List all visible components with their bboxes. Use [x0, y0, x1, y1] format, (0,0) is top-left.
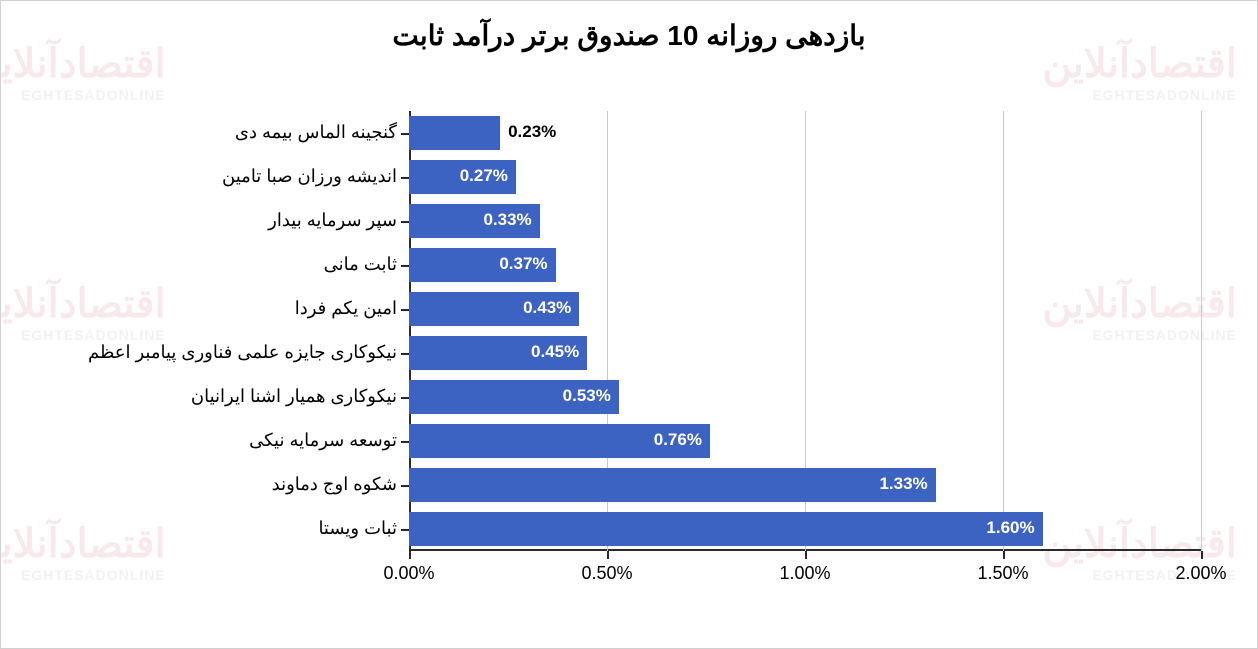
x-tick-label: 1.00%: [779, 563, 830, 584]
value-label: 0.43%: [523, 298, 571, 318]
bar-row: 0.33%: [409, 199, 1201, 243]
y-tick-mark: [401, 133, 409, 135]
x-tick-mark: [1003, 551, 1005, 559]
x-tick-mark: [1201, 551, 1203, 559]
value-label: 1.60%: [986, 518, 1034, 538]
y-tick-mark: [401, 221, 409, 223]
value-label: 0.37%: [499, 254, 547, 274]
gridline: [1201, 111, 1202, 551]
bar-row: 1.33%: [409, 463, 1201, 507]
bar-row: 0.37%: [409, 243, 1201, 287]
y-tick-mark: [401, 397, 409, 399]
watermark-en: EGHTESADONLINE: [1042, 87, 1237, 103]
x-tick-mark: [409, 551, 411, 559]
category-label: توسعه سرمایه نیکی: [9, 430, 397, 451]
category-label: گنجینه الماس بیمه دی: [9, 122, 397, 143]
value-label: 0.27%: [460, 166, 508, 186]
y-tick-mark: [401, 177, 409, 179]
bar-row: 0.43%: [409, 287, 1201, 331]
y-tick-mark: [401, 309, 409, 311]
value-label: 0.23%: [508, 122, 556, 142]
bar: [409, 468, 936, 502]
category-label: سپر سرمایه بیدار: [9, 210, 397, 231]
plot-area: 0.00%0.50%1.00%1.50%2.00%0.23%0.27%0.33%…: [409, 111, 1201, 551]
x-tick-mark: [805, 551, 807, 559]
bar-row: 0.27%: [409, 155, 1201, 199]
x-tick-label: 0.00%: [383, 563, 434, 584]
bar: [409, 116, 500, 150]
value-label: 0.33%: [483, 210, 531, 230]
bar-row: 0.76%: [409, 419, 1201, 463]
x-tick-mark: [607, 551, 609, 559]
watermark-en: EGHTESADONLINE: [1, 567, 166, 583]
value-label: 1.33%: [879, 474, 927, 494]
y-tick-mark: [401, 485, 409, 487]
bar: [409, 512, 1043, 546]
x-tick-label: 2.00%: [1175, 563, 1226, 584]
chart-title: بازدهی روزانه 10 صندوق برتر درآمد ثابت: [1, 19, 1257, 52]
category-label: شکوه اوج دماوند: [9, 474, 397, 495]
x-tick-label: 0.50%: [581, 563, 632, 584]
chart-container: اقتصادآنلاین EGHTESADONLINE اقتصادآنلاین…: [0, 0, 1258, 649]
value-label: 0.53%: [563, 386, 611, 406]
y-tick-mark: [401, 265, 409, 267]
bar-row: 0.23%: [409, 111, 1201, 155]
value-label: 0.76%: [654, 430, 702, 450]
category-label: امین یکم فردا: [9, 298, 397, 319]
category-label: اندیشه ورزان صبا تامین: [9, 166, 397, 187]
value-label: 0.45%: [531, 342, 579, 362]
y-tick-mark: [401, 353, 409, 355]
bar-row: 0.53%: [409, 375, 1201, 419]
y-tick-mark: [401, 441, 409, 443]
category-label: نیکوکاری جایزه علمی فناوری پیامبر اعظم: [9, 342, 397, 363]
category-label: ثابت مانی: [9, 254, 397, 275]
category-label: ثبات ویستا: [9, 518, 397, 539]
category-label: نیکوکاری همیار اشنا ایرانیان: [9, 386, 397, 407]
y-tick-mark: [401, 529, 409, 531]
bar-row: 0.45%: [409, 331, 1201, 375]
watermark-en: EGHTESADONLINE: [1, 327, 166, 343]
bar-row: 1.60%: [409, 507, 1201, 551]
x-tick-label: 1.50%: [977, 563, 1028, 584]
watermark-en: EGHTESADONLINE: [1, 87, 166, 103]
